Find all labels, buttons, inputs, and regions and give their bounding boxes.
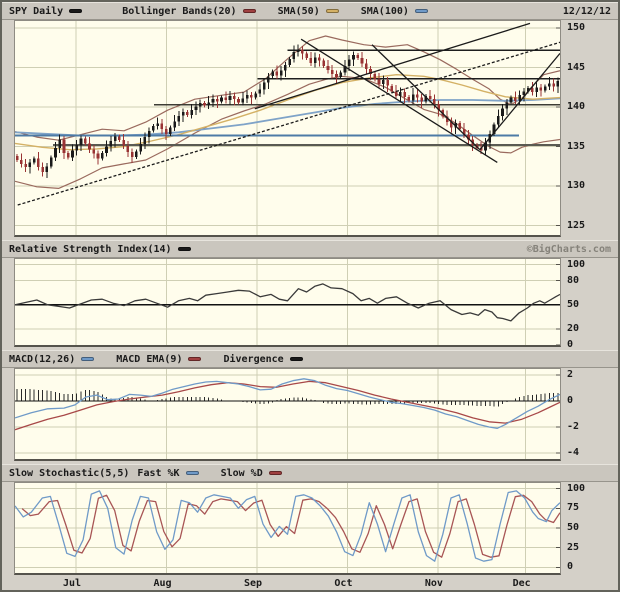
- legend-item-fast-k: Fast %K: [137, 467, 199, 479]
- y-tick-label: -4: [567, 447, 580, 459]
- legend-item-sma50: SMA(50): [278, 6, 339, 17]
- y-tick-label: 2: [567, 368, 574, 380]
- rsi-y-axis-labels: 0 20 50 80 100: [561, 258, 618, 350]
- price-series-dash-icon: [69, 9, 83, 13]
- x-month-label: Oct: [334, 578, 353, 589]
- y-tick-label: 25: [567, 541, 580, 553]
- x-month-label: Sep: [243, 578, 262, 589]
- y-tick-label: 75: [567, 502, 580, 514]
- stochastic-title: Slow Stochastic(5,5): [9, 467, 130, 479]
- macd-chart-plot: [14, 368, 561, 461]
- legend-item-rsi: Relative Strength Index(14): [9, 244, 191, 255]
- y-tick-label: 130: [567, 180, 586, 192]
- y-tick-label: 0: [567, 394, 574, 406]
- price-y-axis-labels: 125 130 135 140 145 150: [561, 20, 618, 237]
- fast-k-label: Fast %K: [137, 467, 180, 479]
- sma50-dash-icon: [325, 9, 339, 13]
- rsi-label: Relative Strength Index(14): [9, 243, 172, 255]
- x-axis-month-labels: Jul Aug Sep Oct Nov Dec: [14, 575, 559, 590]
- macd-panel-header: MACD(12,26) MACD EMA(9) Divergence: [2, 350, 618, 368]
- symbol-interval-label: SPY Daily: [9, 5, 64, 17]
- y-tick-label: 50: [567, 298, 580, 310]
- y-tick-label: 50: [567, 522, 580, 533]
- y-tick-label: 135: [567, 140, 586, 152]
- slow-d-dash-icon: [268, 471, 282, 475]
- macd-ema-label: MACD EMA(9): [116, 353, 183, 365]
- x-month-label: Aug: [153, 578, 172, 589]
- rsi-dash-icon: [177, 247, 191, 251]
- y-tick-label: 80: [567, 274, 580, 286]
- chart-date-label: 12/12/12: [562, 5, 611, 17]
- y-tick-label: 150: [567, 22, 586, 34]
- legend-item-symbol: SPY Daily: [9, 5, 83, 17]
- x-month-label: Jul: [63, 578, 82, 589]
- y-tick-label: 100: [567, 258, 586, 270]
- legend-item-divergence: Divergence: [223, 353, 303, 365]
- sma50-label: SMA(50): [277, 5, 320, 17]
- left-margin: [2, 20, 14, 237]
- y-tick-label: 0: [567, 339, 574, 350]
- macd-label: MACD(12,26): [9, 353, 76, 365]
- rsi-chart-plot: [14, 258, 561, 347]
- legend-item-sma100: SMA(100): [361, 6, 428, 17]
- y-tick-label: 0: [567, 561, 574, 573]
- macd-y-axis-labels: -4 -2 0 2: [561, 368, 618, 461]
- legend-item-macd: MACD(12,26): [9, 353, 95, 365]
- bigcharts-watermark-link[interactable]: ©BigCharts.com: [526, 243, 611, 255]
- macd-dash-icon: [81, 357, 95, 361]
- legend-item-slow-d: Slow %D: [221, 468, 282, 479]
- x-month-label: Dec: [512, 578, 531, 589]
- y-tick-label: -2: [567, 421, 580, 433]
- rsi-panel-header: Relative Strength Index(14) ©BigCharts.c…: [2, 240, 618, 258]
- legend-item-macd-ema: MACD EMA(9): [116, 353, 202, 365]
- bollinger-label: Bollinger Bands(20): [122, 5, 237, 17]
- slow-d-label: Slow %D: [220, 467, 263, 479]
- y-tick-label: 140: [567, 101, 586, 113]
- stochastic-panel-header: Slow Stochastic(5,5) Fast %K Slow %D: [2, 464, 618, 482]
- y-tick-label: 100: [567, 482, 586, 494]
- divergence-label: Divergence: [223, 353, 284, 365]
- divergence-dash-icon: [289, 357, 303, 361]
- price-chart-plot: [14, 20, 561, 237]
- sma100-label: SMA(100): [360, 5, 409, 17]
- legend-item-bollinger: Bollinger Bands(20): [122, 5, 256, 17]
- y-tick-label: 20: [567, 322, 580, 334]
- macd-ema-dash-icon: [188, 357, 202, 361]
- bollinger-dash-icon: [242, 9, 256, 13]
- y-tick-label: 125: [567, 219, 586, 231]
- sma100-dash-icon: [414, 9, 428, 13]
- stochastic-y-axis-labels: 0 25 50 75 100: [561, 482, 618, 575]
- x-month-label: Nov: [424, 578, 443, 589]
- stochastic-chart-plot: [14, 482, 561, 575]
- fast-k-dash-icon: [185, 471, 199, 475]
- price-panel-header: SPY Daily Bollinger Bands(20) SMA(50) SM…: [2, 2, 618, 20]
- y-tick-label: 145: [567, 61, 586, 73]
